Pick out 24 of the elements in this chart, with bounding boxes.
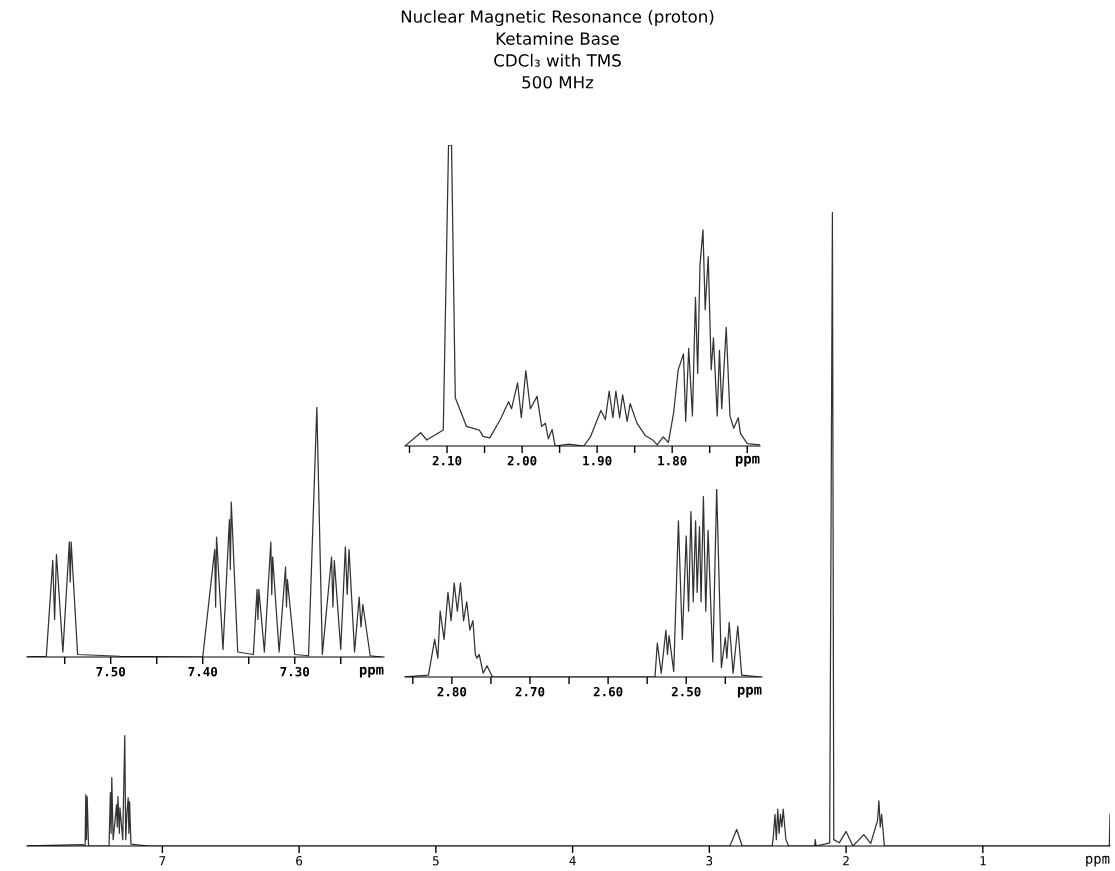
- chart-subtitle: Ketamine Base CDCl₃ with TMS 500 MHz: [494, 32, 621, 89]
- x-tick-label: 2: [843, 856, 849, 866]
- x-tick-label: 1.90: [583, 455, 612, 466]
- x-axis-title: ppm: [735, 455, 760, 467]
- x-tick-label: 2.70: [515, 686, 545, 697]
- x-tick-label: 3: [706, 856, 713, 866]
- chart-title: Nuclear Magnetic Resonance (proton): [401, 9, 714, 27]
- x-tick-label: 2.50: [671, 686, 701, 697]
- x-tick-label: 2.00: [507, 455, 537, 466]
- x-tick-label: 7.40: [188, 666, 218, 677]
- x-axis-title: ppm: [1086, 855, 1110, 867]
- x-axis-title: ppm: [359, 666, 384, 678]
- x-tick-label: 4: [569, 856, 576, 866]
- x-tick-label: 7: [159, 856, 166, 866]
- x-tick-label: 2.80: [437, 686, 467, 697]
- x-tick-label: 7.50: [96, 666, 126, 677]
- x-tick-label: 1: [980, 856, 986, 866]
- x-tick-label: 1.80: [658, 455, 687, 466]
- x-axis-title: ppm: [737, 686, 762, 698]
- x-tick-label: 6: [296, 856, 303, 866]
- x-tick-label: 2.10: [432, 455, 462, 466]
- x-tick-label: 7.30: [280, 666, 310, 677]
- x-tick-label: 2.60: [593, 686, 623, 697]
- x-tick-label: 5: [432, 856, 439, 866]
